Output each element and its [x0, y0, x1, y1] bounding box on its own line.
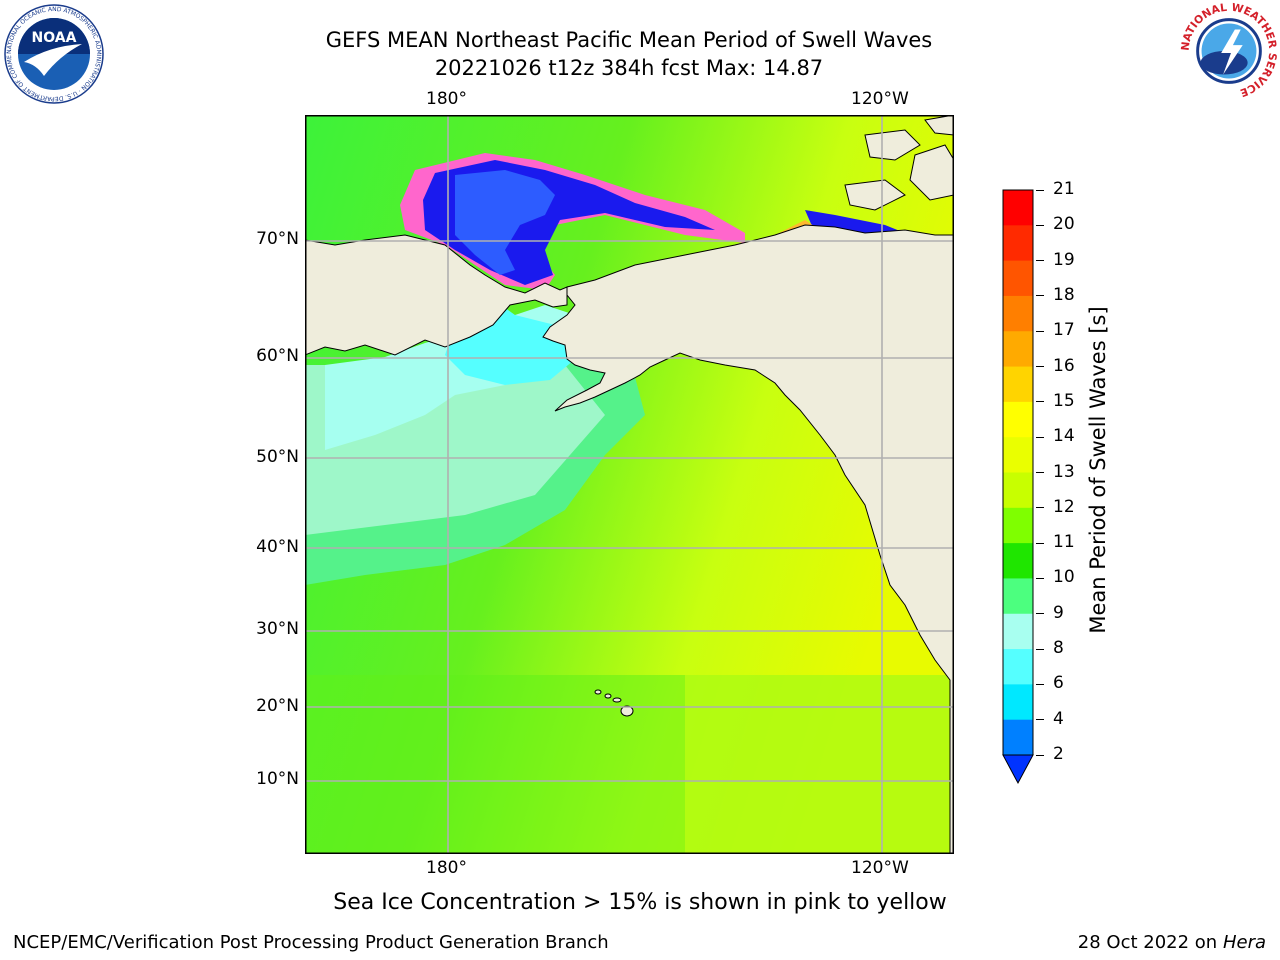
colorbar-segment — [1003, 543, 1033, 579]
colorbar-tick-mark — [1036, 754, 1044, 756]
colorbar-tick-mark — [1036, 189, 1044, 191]
swell-period-map — [305, 115, 954, 854]
colorbar-tick-label: 18 — [1053, 284, 1075, 305]
colorbar-tick-label: 15 — [1053, 390, 1075, 411]
colorbar-tick-mark — [1036, 577, 1044, 579]
colorbar-extend-arrow — [1002, 754, 1034, 785]
colorbar-segment — [1003, 401, 1033, 438]
colorbar — [1002, 189, 1034, 785]
colorbar-tick-label: 6 — [1053, 673, 1064, 694]
colorbar-tick-mark — [1036, 613, 1044, 615]
lon-label-top-180: 180° — [426, 89, 467, 109]
colorbar-tick-label: 13 — [1053, 461, 1075, 482]
colorbar-segment — [1003, 331, 1033, 368]
lat-label-70n: 70°N — [256, 229, 299, 249]
colorbar-tick-mark — [1036, 472, 1044, 473]
colorbar-tick-mark — [1036, 366, 1044, 368]
lon-label-bottom-120w: 120°W — [851, 858, 909, 878]
colorbar-segment — [1003, 190, 1033, 226]
lon-label-top-120w: 120°W — [851, 89, 909, 109]
colorbar-segment — [1003, 437, 1033, 473]
footer-date: 28 Oct 2022 on Hera — [1078, 932, 1266, 953]
colorbar-tick-label: 20 — [1053, 214, 1075, 235]
colorbar-tick-label: 21 — [1053, 179, 1075, 199]
graticule — [305, 115, 954, 854]
colorbar-tick-label: 16 — [1053, 355, 1075, 376]
map-title: GEFS MEAN Northeast Pacific Mean Period … — [325, 28, 933, 52]
colorbar-tick-mark — [1036, 260, 1044, 262]
colorbar-tick-label: 9 — [1053, 602, 1064, 623]
colorbar-segment — [1003, 260, 1033, 297]
colorbar-segment — [1003, 613, 1033, 650]
colorbar-tick-mark — [1036, 507, 1044, 509]
lat-label-40n: 40°N — [256, 537, 299, 557]
colorbar-tick-mark — [1036, 401, 1044, 403]
colorbar-tick-label: 10 — [1053, 567, 1075, 588]
colorbar-tick-label: 2 — [1053, 744, 1064, 764]
colorbar-segment — [1003, 649, 1033, 685]
colorbar-tick-mark — [1036, 295, 1044, 297]
lon-label-bottom-180: 180° — [426, 858, 467, 878]
footer-host: Hera — [1222, 932, 1266, 953]
colorbar-segment — [1003, 719, 1033, 756]
colorbar-segment — [1003, 684, 1033, 721]
colorbar-tick-label: 19 — [1053, 249, 1075, 270]
noaa-logo: NATIONAL OCEANIC AND ATMOSPHERIC ADMINIS… — [4, 4, 104, 104]
colorbar-tick-mark — [1036, 719, 1044, 721]
colorbar-title: Mean Period of Swell Waves [s] — [1086, 306, 1110, 634]
sea-ice-caption: Sea Ice Concentration > 15% is shown in … — [333, 890, 947, 915]
colorbar-tick-label: 8 — [1053, 638, 1064, 659]
lat-label-10n: 10°N — [256, 769, 299, 789]
footer-branch: NCEP/EMC/Verification Post Processing Pr… — [13, 932, 609, 953]
colorbar-tick-label: 11 — [1053, 532, 1075, 553]
colorbar-tick-mark — [1036, 330, 1044, 332]
colorbar-tick-label: 4 — [1053, 708, 1064, 729]
colorbar-tick-mark — [1036, 648, 1044, 650]
colorbar-segment — [1003, 225, 1033, 262]
colorbar-segment — [1003, 472, 1033, 509]
colorbar-tick-mark — [1036, 436, 1044, 438]
colorbar-tick-mark — [1036, 224, 1044, 226]
colorbar-segment — [1003, 507, 1033, 544]
lat-label-20n: 20°N — [256, 696, 299, 716]
lat-label-50n: 50°N — [256, 447, 299, 467]
colorbar-segment — [1003, 578, 1033, 615]
footer-date-text: 28 Oct 2022 on — [1077, 932, 1223, 953]
colorbar-segment — [1003, 295, 1033, 332]
colorbar-tick-label: 12 — [1053, 496, 1075, 517]
nws-logo: NATIONAL WEATHER SERVICE — [1180, 2, 1278, 99]
lat-label-60n: 60°N — [256, 346, 299, 366]
map-subtitle: 20221026 t12z 384h fcst Max: 14.87 — [434, 56, 824, 80]
colorbar-tick-mark — [1036, 683, 1044, 685]
colorbar-tick-label: 17 — [1053, 320, 1075, 341]
colorbar-segment — [1003, 366, 1033, 403]
lat-label-30n: 30°N — [256, 619, 299, 639]
colorbar-tick-mark — [1036, 542, 1044, 544]
colorbar-tick-label: 14 — [1053, 426, 1075, 447]
svg-text:NOAA: NOAA — [32, 30, 77, 46]
